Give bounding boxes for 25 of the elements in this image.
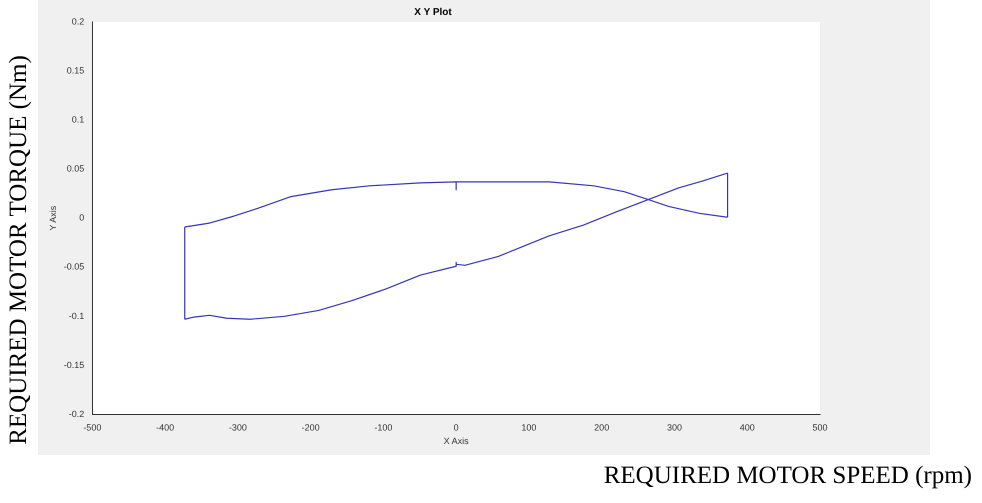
chart-title: X Y Plot [414, 6, 452, 18]
y-tick-label: 0.15 [66, 66, 84, 76]
text: REQUIRED MOTOR SPEED (rpm) [604, 462, 972, 490]
x-tick-label: 400 [740, 422, 755, 432]
y-tick-label: -0.2 [68, 408, 84, 419]
y-tick-label: 0.2 [72, 16, 84, 26]
x-tick-label: -200 [302, 422, 320, 432]
y-tick-label: -0.05 [64, 262, 84, 272]
y-axis-title: Y Axis [48, 205, 58, 231]
x-tick-label: -100 [374, 422, 392, 432]
y-tick-label: -0.1 [68, 310, 84, 321]
text: REQUIRED MOTOR TORQUE (Nm) [5, 55, 33, 445]
y-tick-label: 0.1 [72, 114, 84, 125]
y-tick-label: -0.15 [64, 360, 84, 370]
y-tick-label: 0 [79, 212, 84, 223]
x-tick-label: 0 [454, 422, 459, 432]
x-tick-label: 100 [521, 422, 536, 432]
x-tick-label: 500 [812, 422, 828, 432]
x-tick-label: 200 [594, 422, 610, 432]
x-tick-label: 300 [666, 422, 682, 432]
x-tick-label: -400 [156, 422, 174, 432]
y-tick-label: 0.05 [66, 164, 84, 174]
x-tick-label: -300 [228, 422, 247, 432]
x-axis-title: X Axis [444, 436, 470, 446]
x-tick-label: -500 [83, 422, 102, 432]
